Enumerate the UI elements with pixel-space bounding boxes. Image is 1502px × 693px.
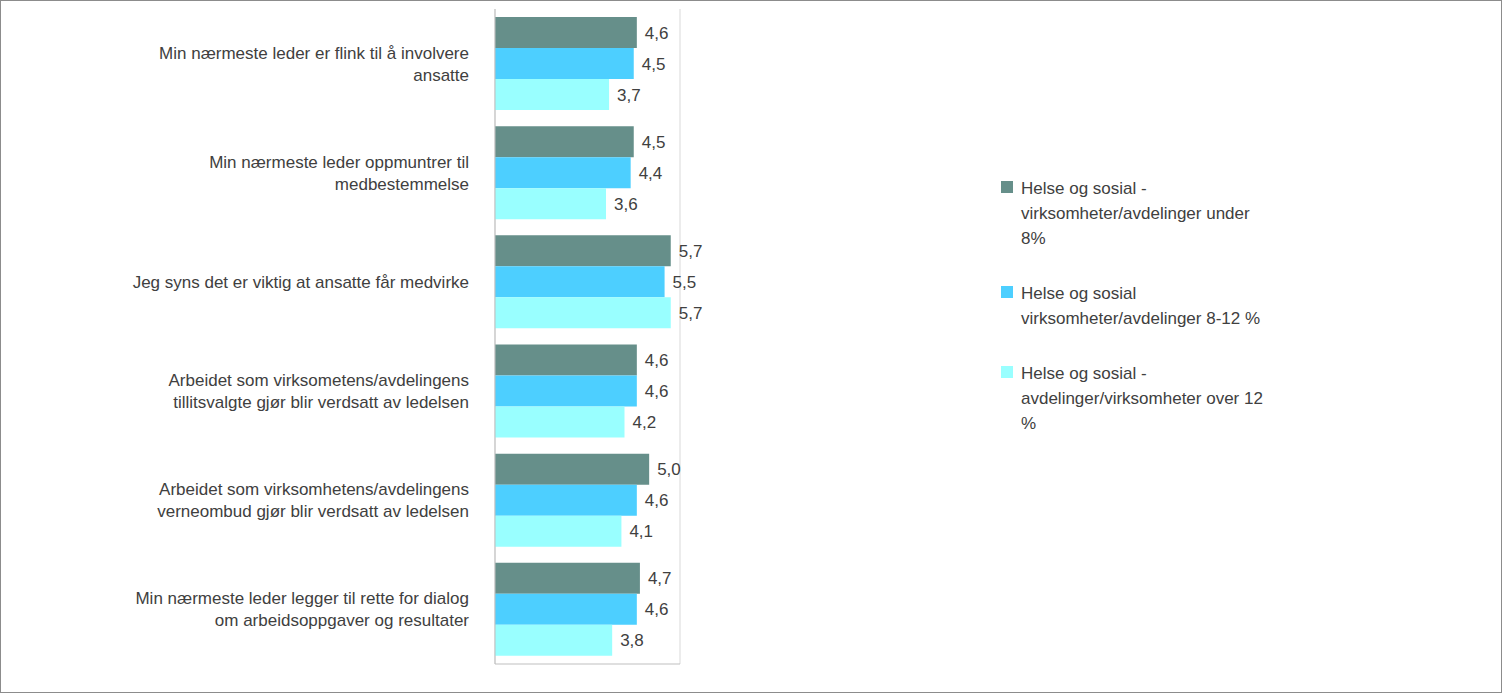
- svg-text:Min nærmeste leder er flink ti: Min nærmeste leder er flink til å involv…: [159, 44, 469, 85]
- svg-text:4,2: 4,2: [633, 413, 657, 432]
- svg-text:Arbeidet som virksomhetens/avd: Arbeidet som virksomhetens/avdelingensve…: [157, 480, 469, 521]
- svg-text:3,8: 3,8: [620, 631, 644, 650]
- svg-text:Jeg syns det er viktig at ansa: Jeg syns det er viktig at ansatte får me…: [133, 273, 469, 292]
- svg-text:4,7: 4,7: [648, 569, 672, 588]
- svg-text:4,4: 4,4: [639, 164, 663, 183]
- html-text:Helse og sosial - virksomheter: Helse og sosial - virksomheter/avdelinge…: [1021, 179, 1250, 248]
- svg-text:4,5: 4,5: [642, 55, 666, 74]
- svg-text:3,6: 3,6: [614, 195, 638, 214]
- svg-text:Min nærmeste leder legger til: Min nærmeste leder legger til rette for …: [135, 589, 469, 630]
- svg-text:5,7: 5,7: [679, 304, 703, 323]
- svg-text:4,6: 4,6: [645, 600, 669, 619]
- svg-text:5,7: 5,7: [679, 242, 703, 261]
- svg-text:4,6: 4,6: [645, 24, 669, 43]
- svg-text:4,6: 4,6: [645, 351, 669, 370]
- svg-text:4,5: 4,5: [642, 133, 666, 152]
- svg-text:3,7: 3,7: [617, 86, 641, 105]
- html-text:Helse og sosial virksomheter/a: Helse og sosial virksomheter/avdelinger …: [1021, 284, 1261, 328]
- svg-text:5,0: 5,0: [657, 460, 681, 479]
- svg-text:4,6: 4,6: [645, 491, 669, 510]
- svg-text:5,5: 5,5: [673, 273, 697, 292]
- html-text:Helse og sosial - avdelinger/v: Helse og sosial - avdelinger/virksomhete…: [1021, 364, 1263, 433]
- svg-text:Min nærmeste leder oppmuntrer: Min nærmeste leder oppmuntrer tilmedbest…: [209, 153, 469, 194]
- svg-text:4,1: 4,1: [629, 522, 653, 541]
- svg-text:4,6: 4,6: [645, 382, 669, 401]
- svg-text:Arbeidet som virksometens/avde: Arbeidet som virksometens/avdelingenstil…: [169, 371, 469, 412]
